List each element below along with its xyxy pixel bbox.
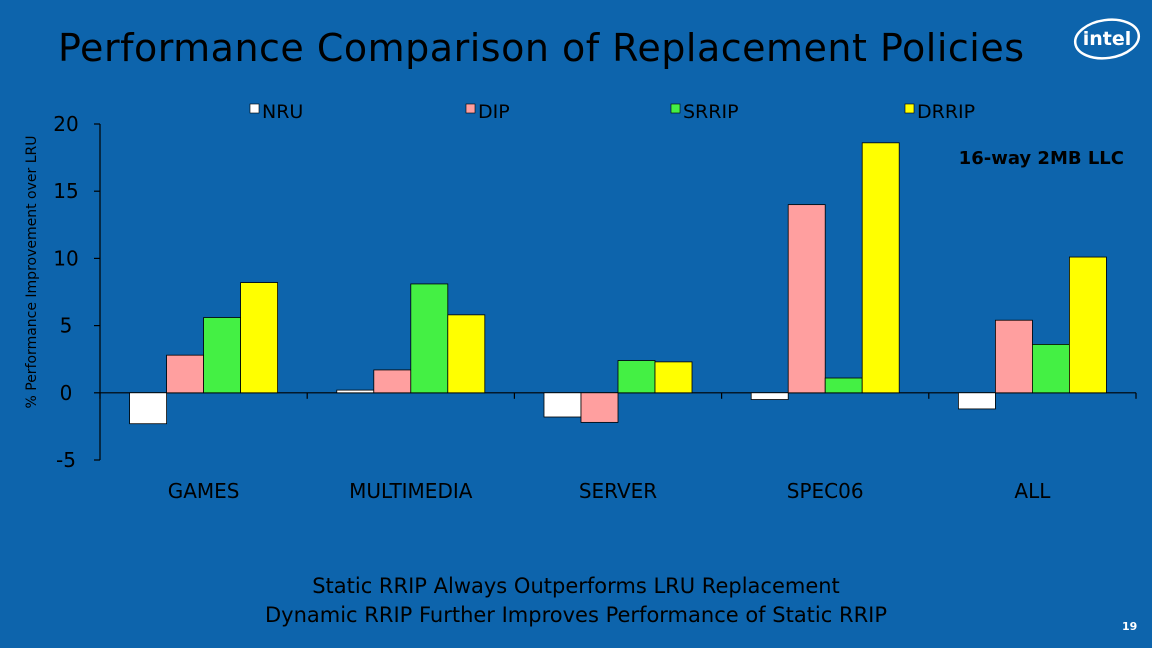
y-axis-label: % Performance Improvement over LRU [24, 136, 40, 409]
bar-nru-spec06 [750, 392, 789, 400]
legend-label-drrip: DRRIP [917, 101, 975, 123]
labels-layer: -5 0 5 10 15 20 GAMES MULTIMEDIA SERVER SPEC06 ALL [53, 112, 1051, 503]
bar-drrip-multimedia [447, 314, 486, 394]
x-category-label: ALL [1014, 479, 1051, 503]
bar-nru-games [129, 392, 168, 425]
bar-dip-server [580, 392, 619, 423]
x-category-label: GAMES [168, 479, 240, 503]
legend-label-nru: NRU [262, 101, 303, 123]
bar-drrip-spec06 [861, 142, 900, 394]
bar-srrip-server [617, 360, 656, 394]
x-category-label: SPEC06 [787, 479, 864, 503]
bars-layer [129, 142, 1107, 425]
bar-srrip-games [203, 317, 242, 394]
footer-text: Static RRIP Always Outperforms LRU Repla… [0, 572, 1152, 630]
legend-swatch-dip [465, 103, 476, 114]
x-category-label: SERVER [579, 479, 657, 503]
legend: NRU DIP SRRIP DRRIP [249, 101, 975, 123]
legend-label-dip: DIP [478, 101, 510, 123]
y-tick-label: -5 [56, 448, 76, 472]
bar-dip-all [995, 319, 1033, 394]
footer-line-2: Dynamic RRIP Further Improves Performanc… [264, 603, 888, 627]
bar-nru-server [543, 392, 582, 418]
slide-title: Performance Comparison of Replacement Po… [58, 26, 1025, 70]
bar-srrip-spec06 [824, 377, 863, 394]
bar-drrip-all [1069, 256, 1107, 394]
legend-swatch-drrip [904, 103, 915, 114]
legend-swatch-nru [249, 103, 260, 114]
bar-dip-multimedia [373, 369, 412, 394]
y-tick-label: 0 [60, 381, 73, 405]
y-tick-label: 15 [53, 179, 78, 203]
bar-nru-multimedia [336, 389, 375, 394]
bar-nru-all [958, 392, 996, 410]
intel-logo: intel [1073, 18, 1141, 60]
bar-drrip-games [240, 282, 279, 394]
legend-label-srrip: SRRIP [683, 101, 739, 123]
logo-text: intel [1083, 28, 1132, 50]
bar-dip-spec06 [787, 204, 826, 394]
bar-srrip-multimedia [410, 283, 449, 394]
legend-swatch-srrip [670, 103, 681, 114]
bar-srrip-all [1032, 344, 1070, 394]
y-tick-label: 20 [53, 112, 78, 136]
page-number: 19 [1122, 620, 1138, 633]
bar-dip-games [166, 354, 205, 394]
bar-drrip-server [654, 361, 693, 394]
y-tick-label: 5 [60, 314, 73, 338]
y-tick-label: 10 [53, 246, 78, 270]
footer-line-1: Static RRIP Always Outperforms LRU Repla… [312, 574, 840, 598]
chart-annotation: 16-way 2MB LLC [959, 148, 1124, 169]
x-category-label: MULTIMEDIA [349, 479, 473, 503]
